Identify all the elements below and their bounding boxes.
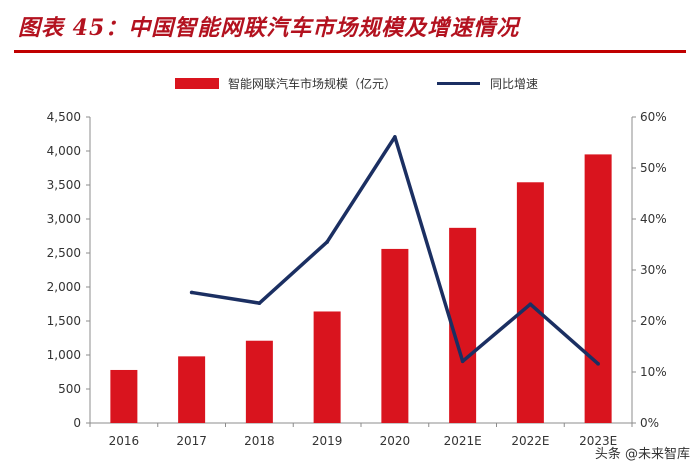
- growth-line: [189, 135, 600, 366]
- bar-2020: [381, 248, 409, 423]
- right-tick-label: 50%: [640, 161, 667, 175]
- left-tick-label: 4,500: [47, 110, 81, 124]
- left-tick-label: 3,000: [47, 212, 81, 226]
- left-tick-label: 4,000: [47, 144, 81, 158]
- legend-line-label: 同比增速: [490, 77, 538, 91]
- x-tick-label: 2020: [380, 434, 411, 448]
- left-tick-label: 1,000: [47, 348, 81, 362]
- right-tick-label: 60%: [640, 110, 667, 124]
- bar-2021E: [449, 227, 477, 423]
- bar-2017: [178, 356, 206, 423]
- right-tick-label: 20%: [640, 314, 667, 328]
- growth-point-2023E: [596, 362, 600, 366]
- bar-2018: [245, 340, 273, 423]
- tick-labels: 0 500 1,000 1,500 2,000 2,500 3,000 3,500 4,000 4…: [47, 110, 667, 448]
- right-tick-label: 40%: [640, 212, 667, 226]
- x-tick-label: 2018: [244, 434, 275, 448]
- x-tick-label: 2017: [176, 434, 207, 448]
- legend-bar-swatch: [175, 78, 219, 89]
- right-tick-label: 0%: [640, 416, 659, 430]
- bar-2023E: [584, 154, 612, 423]
- left-tick-label: 2,500: [47, 246, 81, 260]
- growth-point-2017: [189, 290, 194, 295]
- legend: 智能网联汽车市场规模（亿元） 同比增速: [175, 76, 538, 91]
- right-tick-label: 30%: [640, 263, 667, 277]
- bar-2019: [313, 311, 341, 423]
- figure-title: 图表 45：中国智能网联汽车市场规模及增速情况: [18, 15, 520, 41]
- axes: [86, 116, 636, 427]
- x-tick-label: 2021E: [444, 434, 482, 448]
- growth-point-2021E: [460, 359, 465, 364]
- x-tick-label: 2022E: [511, 434, 549, 448]
- right-tick-label: 10%: [640, 365, 667, 379]
- left-tick-label: 2,000: [47, 280, 81, 294]
- x-tick-label: 2023E: [579, 434, 617, 448]
- growth-point-2022E: [528, 302, 533, 306]
- figure-header: 图表 45：中国智能网联汽车市场规模及增速情况: [0, 0, 700, 53]
- title-underline: [14, 50, 686, 53]
- left-tick-label: 3,500: [47, 178, 81, 192]
- growth-point-2019: [325, 240, 329, 244]
- growth-point-2020: [393, 135, 397, 139]
- left-tick-label: 1,500: [47, 314, 81, 328]
- watermark: 头条 @未来智库: [594, 447, 690, 462]
- bar-2016: [110, 369, 138, 423]
- left-tick-label: 500: [58, 382, 81, 396]
- legend-bar-label: 智能网联汽车市场规模（亿元）: [228, 76, 396, 91]
- bars: [110, 154, 612, 423]
- x-tick-label: 2019: [312, 434, 343, 448]
- left-tick-label: 0: [73, 416, 81, 430]
- growth-point-2018: [257, 301, 262, 305]
- x-tick-label: 2016: [109, 434, 140, 448]
